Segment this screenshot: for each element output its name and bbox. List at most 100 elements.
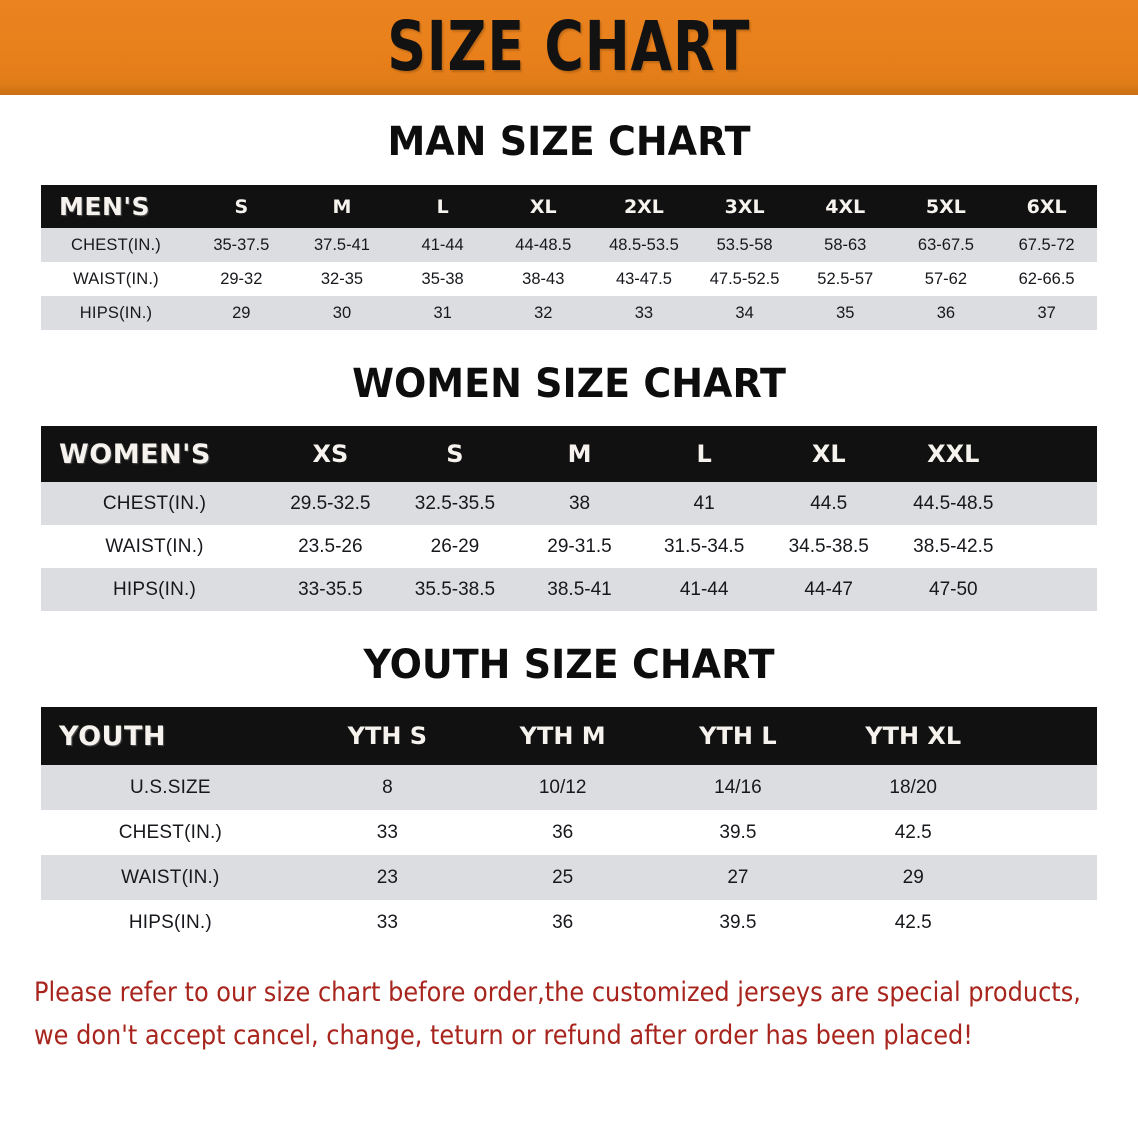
- man-cell-waist-3xl: 47.5-52.5: [709, 269, 780, 288]
- women-table-wrapper: WOMEN'S XS S M L XL XXL CHEST(IN.) 29.5-…: [41, 426, 1097, 611]
- man-col-header-5xl: 5XL: [925, 195, 966, 218]
- youth-col-header-m: YTH M: [519, 722, 606, 750]
- man-cell-chest-3xl: 53.5-58: [716, 235, 773, 254]
- women-section-title: WOMEN SIZE CHART: [352, 361, 786, 407]
- youth-row-label-waist: WAIST(IN.): [121, 866, 220, 888]
- youth-table-wrapper: YOUTH YTH S YTH M YTH L YTH XL U.S.SIZE …: [41, 707, 1097, 945]
- women-cell-hips-s: 35.5-38.5: [414, 578, 496, 600]
- women-cell-waist-xxl: 38.5-42.5: [913, 535, 994, 557]
- man-header-label: MEN'S: [59, 192, 151, 221]
- man-cell-hips-5xl: 36: [936, 303, 956, 322]
- man-col-header-s: S: [234, 195, 249, 218]
- disclaimer-line-2: we don't accept cancel, change, teturn o…: [34, 1020, 973, 1052]
- page-title: SIZE CHART: [387, 7, 751, 87]
- youth-cell-waist-s: 23: [376, 866, 398, 888]
- women-col-header-m: M: [567, 440, 592, 468]
- man-cell-chest-2xl: 48.5-53.5: [609, 235, 679, 254]
- women-header-label: WOMEN'S: [59, 438, 211, 470]
- man-table-wrapper: MEN'S S M L XL 2XL 3XL 4XL 5XL 6XL CHEST…: [41, 185, 1097, 330]
- youth-cell-waist-l: 27: [727, 866, 749, 888]
- man-cell-hips-4xl: 35: [836, 303, 855, 322]
- table-row: HIPS(IN.) 33-35.5 35.5-38.5 38.5-41 41-4…: [41, 568, 1097, 611]
- table-row: CHEST(IN.) 33 36 39.5 42.5: [41, 810, 1097, 855]
- man-cell-chest-xl: 44-48.5: [515, 235, 572, 254]
- youth-table-header-row: YOUTH YTH S YTH M YTH L YTH XL: [41, 707, 1097, 765]
- man-cell-waist-l: 35-38: [421, 269, 464, 288]
- women-cell-hips-xxl: 47-50: [929, 578, 978, 600]
- youth-cell-chest-l: 39.5: [719, 821, 757, 843]
- man-cell-waist-s: 29-32: [220, 269, 263, 288]
- women-row-label-hips: HIPS(IN.): [112, 578, 197, 600]
- women-cell-waist-l: 31.5-34.5: [663, 535, 745, 557]
- youth-cell-ussize-l: 14/16: [714, 776, 762, 798]
- table-row: CHEST(IN.) 35-37.5 37.5-41 41-44 44-48.5…: [41, 228, 1097, 262]
- youth-cell-ussize-xl: 18/20: [889, 776, 937, 798]
- table-row: HIPS(IN.) 33 36 39.5 42.5: [41, 900, 1097, 945]
- man-section-title: MAN SIZE CHART: [387, 119, 751, 165]
- youth-col-header-l: YTH L: [699, 722, 777, 750]
- man-cell-hips-m: 30: [332, 303, 352, 322]
- man-cell-hips-xl: 32: [534, 303, 553, 322]
- man-cell-waist-2xl: 43-47.5: [615, 269, 672, 288]
- youth-size-table: YOUTH YTH S YTH M YTH L YTH XL U.S.SIZE …: [41, 707, 1097, 945]
- youth-cell-hips-xl: 42.5: [894, 911, 932, 933]
- women-cell-chest-s: 32.5-35.5: [414, 492, 496, 514]
- women-row-label-waist: WAIST(IN.): [105, 535, 204, 557]
- man-cell-chest-5xl: 63-67.5: [917, 235, 974, 254]
- youth-cell-chest-s: 33: [376, 821, 398, 843]
- man-cell-chest-m: 37.5-41: [313, 235, 370, 254]
- women-cell-waist-s: 26-29: [430, 535, 480, 557]
- man-cell-hips-2xl: 33: [634, 303, 654, 322]
- table-row: U.S.SIZE 8 10/12 14/16 18/20: [41, 765, 1097, 810]
- youth-row-spacer: [1001, 765, 1097, 810]
- women-cell-hips-xl: 44-47: [804, 578, 854, 600]
- youth-row-spacer: [1001, 855, 1097, 900]
- youth-cell-ussize-m: 10/12: [538, 776, 587, 798]
- man-row-label-chest: CHEST(IN.): [70, 235, 161, 254]
- man-cell-hips-6xl: 37: [1037, 303, 1056, 322]
- man-cell-chest-s: 35-37.5: [213, 235, 270, 254]
- man-col-header-4xl: 4XL: [825, 195, 866, 218]
- women-cell-hips-xs: 33-35.5: [298, 578, 363, 600]
- table-row: HIPS(IN.) 29 30 31 32 33 34 35 36 37: [41, 296, 1097, 330]
- man-col-header-xl: XL: [529, 195, 557, 218]
- man-cell-chest-4xl: 58-63: [824, 235, 867, 254]
- man-cell-waist-5xl: 57-62: [924, 269, 967, 288]
- women-table-header-row: WOMEN'S XS S M L XL XXL: [41, 426, 1097, 482]
- youth-row-label-hips: HIPS(IN.): [128, 911, 212, 933]
- women-row-label-chest: CHEST(IN.): [102, 492, 207, 514]
- youth-cell-hips-m: 36: [552, 911, 574, 933]
- man-col-header-3xl: 3XL: [724, 195, 765, 218]
- youth-col-header-xl: YTH XL: [865, 722, 962, 750]
- man-col-header-l: L: [436, 195, 449, 218]
- youth-row-spacer: [1001, 900, 1097, 945]
- women-size-table: WOMEN'S XS S M L XL XXL CHEST(IN.) 29.5-…: [41, 426, 1097, 611]
- man-cell-chest-6xl: 67.5-72: [1018, 235, 1075, 254]
- women-col-header-xl: XL: [811, 440, 846, 468]
- women-cell-chest-m: 38: [568, 492, 591, 514]
- youth-row-label-ussize: U.S.SIZE: [129, 776, 211, 798]
- man-cell-waist-xl: 38-43: [522, 269, 565, 288]
- youth-cell-waist-m: 25: [552, 866, 574, 888]
- order-disclaimer: Please refer to our size chart before or…: [34, 971, 1081, 1057]
- man-col-header-2xl: 2XL: [623, 195, 664, 218]
- disclaimer-line-1: Please refer to our size chart before or…: [34, 977, 1081, 1008]
- man-cell-waist-6xl: 62-66.5: [1018, 269, 1075, 288]
- youth-cell-ussize-s: 8: [382, 776, 393, 798]
- women-row-spacer: [1016, 525, 1097, 568]
- table-row: WAIST(IN.) 23 25 27 29: [41, 855, 1097, 900]
- women-col-header-s: S: [446, 440, 464, 468]
- women-cell-chest-l: 41: [693, 492, 715, 514]
- page-banner: SIZE CHART: [0, 0, 1138, 95]
- youth-section-title: YOUTH SIZE CHART: [363, 642, 775, 688]
- youth-cell-hips-s: 33: [376, 911, 398, 933]
- man-col-header-6xl: 6XL: [1026, 195, 1067, 218]
- women-cell-waist-m: 29-31.5: [547, 535, 612, 557]
- women-cell-chest-xl: 44.5: [810, 492, 848, 514]
- women-col-header-xs: XS: [312, 440, 349, 468]
- man-row-label-waist: WAIST(IN.): [73, 269, 159, 288]
- women-col-header-l: L: [696, 440, 712, 468]
- women-col-header-xxl: XXL: [927, 440, 980, 468]
- table-row: CHEST(IN.) 29.5-32.5 32.5-35.5 38 41 44.…: [41, 482, 1097, 525]
